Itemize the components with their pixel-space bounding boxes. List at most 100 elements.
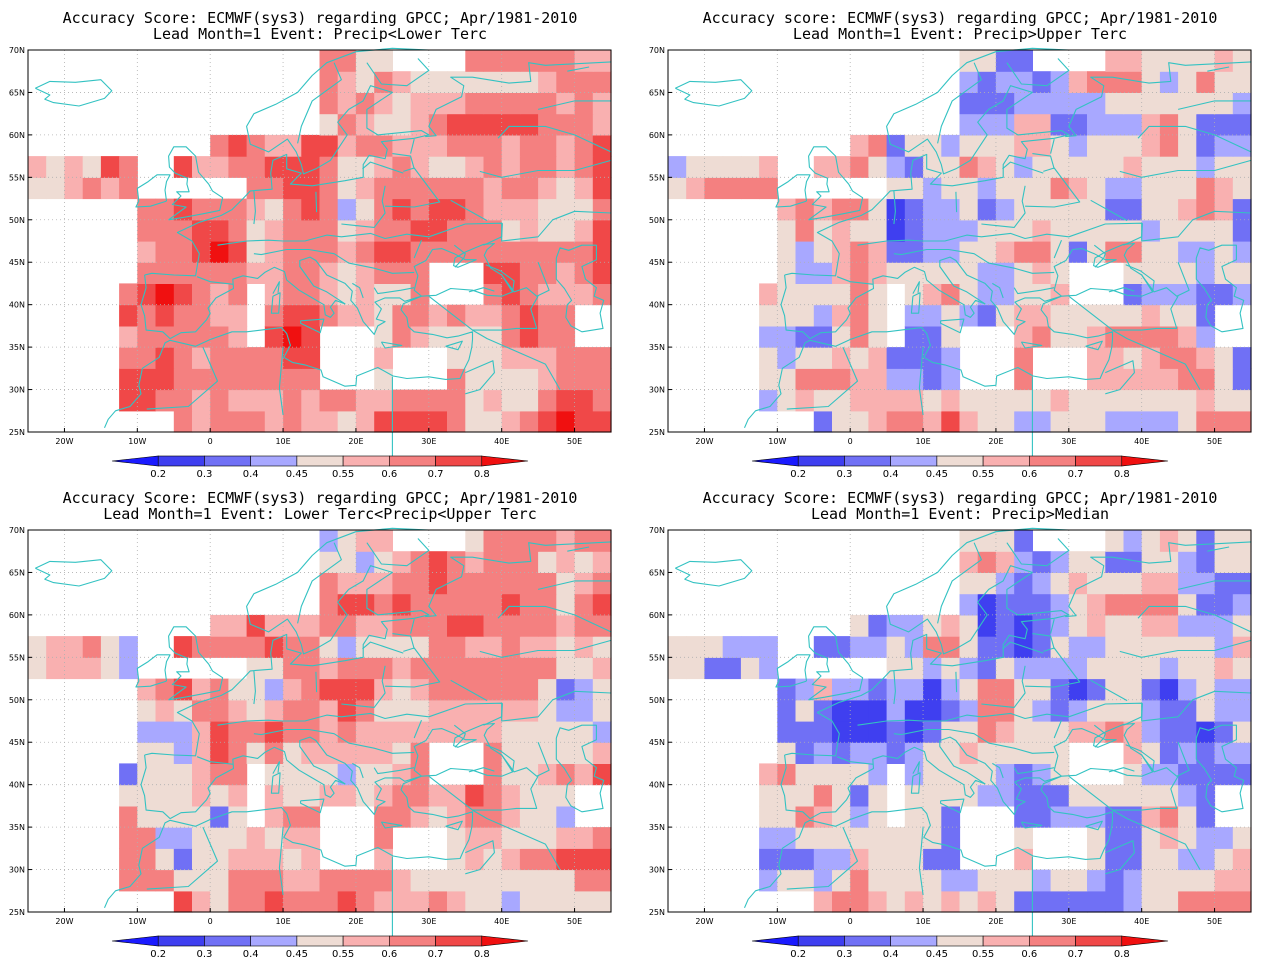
field-cell bbox=[1159, 71, 1179, 93]
field-cell bbox=[246, 219, 266, 242]
field-cell bbox=[501, 410, 521, 433]
field-cell bbox=[1141, 92, 1161, 115]
field-cell bbox=[447, 389, 466, 412]
field-cell bbox=[1105, 657, 1125, 680]
field-cell bbox=[941, 219, 961, 242]
field-cell bbox=[337, 572, 357, 595]
field-cell bbox=[1196, 262, 1216, 284]
field-cell bbox=[374, 262, 393, 284]
field-cell bbox=[483, 134, 503, 157]
field-cell bbox=[556, 368, 576, 391]
field-cell bbox=[301, 156, 321, 178]
lat-tick-label: 40N bbox=[649, 781, 665, 790]
field-cell bbox=[1050, 614, 1070, 637]
coastline-path bbox=[857, 210, 1252, 246]
field-cell bbox=[813, 742, 833, 764]
field-cell bbox=[465, 572, 485, 595]
field-cell bbox=[501, 368, 521, 391]
colorbar-label: 0.6 bbox=[381, 949, 397, 960]
field-cell bbox=[192, 283, 211, 306]
field-cell bbox=[447, 113, 466, 136]
field-cell bbox=[813, 869, 833, 892]
field-cell bbox=[1032, 805, 1052, 828]
field-cell bbox=[1178, 848, 1197, 871]
field-cell bbox=[447, 156, 466, 178]
field-cell bbox=[592, 241, 612, 263]
field-cell bbox=[392, 551, 412, 573]
field-cell bbox=[1050, 572, 1070, 595]
panel-upper-tercile: Accuracy score: ECMWF(sys3) regarding GP… bbox=[640, 0, 1280, 480]
field-cell bbox=[1196, 657, 1216, 680]
field-cell bbox=[155, 848, 175, 871]
field-cell bbox=[868, 241, 888, 263]
lon-tick-label: 30E bbox=[1061, 917, 1076, 926]
field-cell bbox=[228, 156, 248, 178]
field-cell bbox=[777, 325, 797, 348]
field-cell bbox=[813, 368, 833, 391]
field-cell bbox=[977, 304, 997, 327]
field-cell bbox=[246, 721, 266, 743]
coastline-path bbox=[555, 724, 605, 813]
field-cell bbox=[337, 869, 357, 892]
coastline-path bbox=[1050, 138, 1055, 154]
field-cell bbox=[574, 241, 594, 263]
field-cell bbox=[574, 156, 594, 178]
lat-tick-label: 60N bbox=[649, 131, 665, 140]
field-cell bbox=[283, 262, 302, 284]
field-cell bbox=[556, 50, 576, 72]
field-cell bbox=[264, 262, 284, 284]
field-cell bbox=[759, 389, 778, 412]
field-cell bbox=[447, 219, 466, 242]
field-cell bbox=[483, 572, 503, 595]
field-cell bbox=[1214, 593, 1234, 616]
field-cell bbox=[246, 678, 266, 701]
colorbar-label: 0.2 bbox=[790, 469, 806, 480]
field-cell bbox=[264, 784, 284, 807]
field-cell bbox=[574, 177, 594, 200]
field-cell bbox=[1159, 241, 1179, 263]
field-cell bbox=[740, 636, 760, 658]
field-cell bbox=[904, 890, 924, 913]
field-cell bbox=[1196, 805, 1216, 828]
field-cell bbox=[1159, 699, 1179, 722]
field-cell bbox=[192, 198, 211, 221]
field-cell bbox=[1032, 678, 1052, 701]
field-cell bbox=[392, 304, 412, 327]
coastline-path bbox=[1207, 66, 1230, 72]
field-cell bbox=[1105, 410, 1125, 433]
accuracy-field bbox=[668, 530, 1252, 913]
field-cell bbox=[868, 784, 888, 807]
field-cell bbox=[1014, 784, 1033, 807]
field-cell bbox=[483, 827, 503, 849]
coastlines bbox=[35, 47, 612, 458]
coastline-path bbox=[485, 744, 515, 772]
field-cell bbox=[556, 156, 576, 178]
field-cell bbox=[592, 198, 612, 221]
field-cell bbox=[173, 283, 193, 306]
panel-title-line2: Lead Month=1 Event: Precip<Lower Terc bbox=[152, 25, 488, 43]
field-cell bbox=[410, 614, 430, 637]
field-cell bbox=[1196, 347, 1216, 369]
field-cell bbox=[447, 869, 466, 892]
field-cell bbox=[668, 657, 687, 680]
field-cell bbox=[1087, 572, 1106, 595]
field-cell bbox=[1178, 304, 1197, 327]
field-cell bbox=[465, 92, 485, 115]
field-cell bbox=[759, 325, 778, 348]
field-cell bbox=[192, 805, 211, 828]
field-cell bbox=[519, 156, 539, 178]
field-cell bbox=[1105, 177, 1125, 200]
field-cell bbox=[832, 721, 851, 743]
coastline-path bbox=[297, 62, 342, 144]
field-cell bbox=[832, 241, 851, 263]
field-cell bbox=[556, 134, 576, 157]
coastline-path bbox=[472, 329, 561, 390]
field-cell bbox=[392, 156, 412, 178]
colorbar-swatch bbox=[342, 455, 390, 467]
field-cell bbox=[519, 614, 539, 637]
colorbar-swatch bbox=[342, 935, 390, 947]
field-cell bbox=[1214, 71, 1234, 93]
field-cell bbox=[246, 389, 266, 412]
colorbar-swatch bbox=[296, 455, 344, 467]
colorbar-label: 0.7 bbox=[1068, 469, 1084, 480]
